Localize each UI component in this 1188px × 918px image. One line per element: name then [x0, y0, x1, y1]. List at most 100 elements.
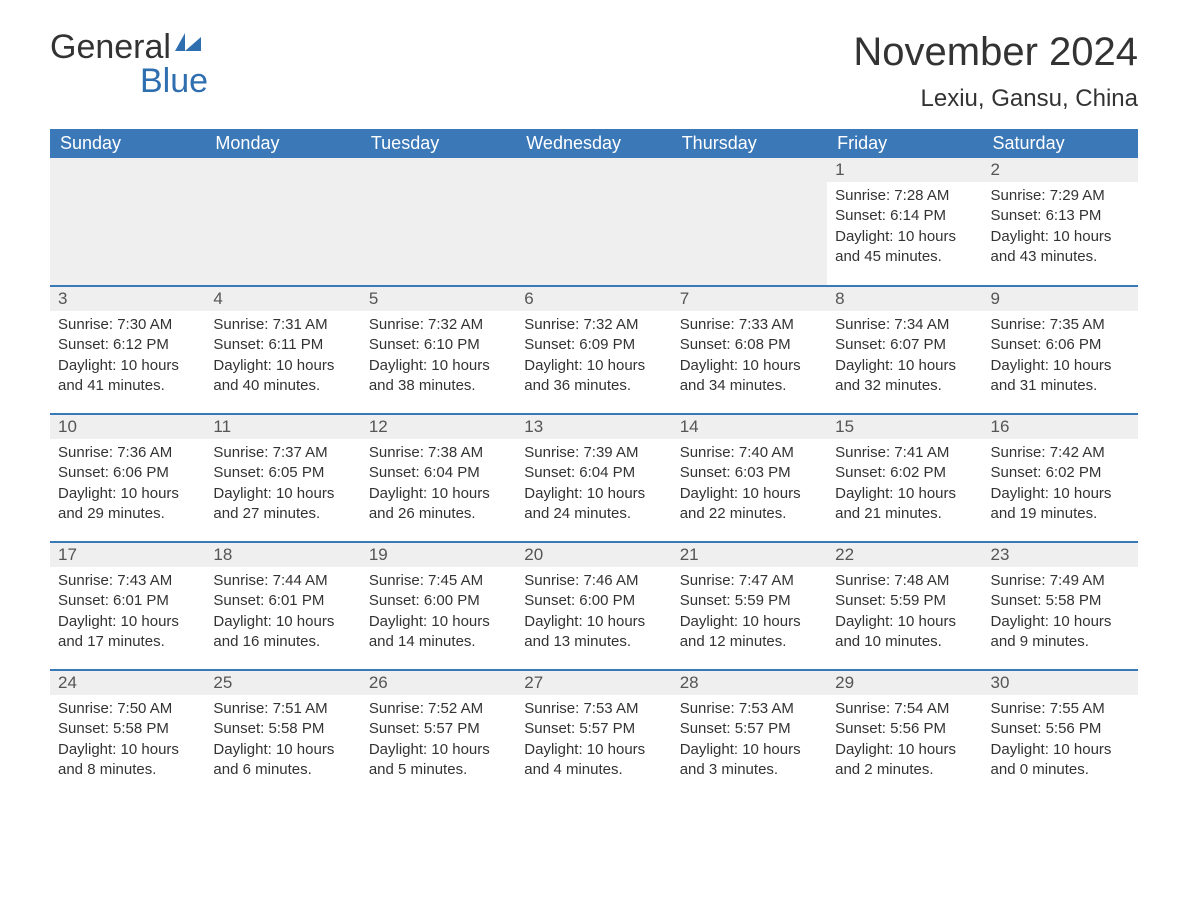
sunrise-text: Sunrise: 7:37 AM: [213, 443, 352, 463]
day-number: 20: [516, 543, 671, 567]
day-number: 11: [205, 415, 360, 439]
sunrise-text: Sunrise: 7:49 AM: [991, 571, 1130, 591]
sunrise-text: Sunrise: 7:35 AM: [991, 315, 1130, 335]
calendar-cell: 23Sunrise: 7:49 AMSunset: 5:58 PMDayligh…: [983, 542, 1138, 670]
location: Lexiu, Gansu, China: [853, 85, 1138, 113]
sunset-text: Sunset: 6:08 PM: [680, 335, 819, 355]
day-number: 27: [516, 671, 671, 695]
sunrise-text: Sunrise: 7:36 AM: [58, 443, 197, 463]
daylight-text: Daylight: 10 hours and 17 minutes.: [58, 612, 197, 653]
sunset-text: Sunset: 6:00 PM: [369, 591, 508, 611]
sunrise-text: Sunrise: 7:47 AM: [680, 571, 819, 591]
sunset-text: Sunset: 6:01 PM: [213, 591, 352, 611]
daylight-text: Daylight: 10 hours and 0 minutes.: [991, 740, 1130, 781]
daylight-text: Daylight: 10 hours and 10 minutes.: [835, 612, 974, 653]
day-number: 23: [983, 543, 1138, 567]
sunset-text: Sunset: 6:09 PM: [524, 335, 663, 355]
daylight-text: Daylight: 10 hours and 9 minutes.: [991, 612, 1130, 653]
sunrise-text: Sunrise: 7:33 AM: [680, 315, 819, 335]
day-details: Sunrise: 7:43 AMSunset: 6:01 PMDaylight:…: [50, 567, 205, 660]
day-details: Sunrise: 7:33 AMSunset: 6:08 PMDaylight:…: [672, 311, 827, 404]
daylight-text: Daylight: 10 hours and 13 minutes.: [524, 612, 663, 653]
day-number: 21: [672, 543, 827, 567]
daylight-text: Daylight: 10 hours and 27 minutes.: [213, 484, 352, 525]
calendar-cell: 26Sunrise: 7:52 AMSunset: 5:57 PMDayligh…: [361, 670, 516, 798]
calendar-week-row: 24Sunrise: 7:50 AMSunset: 5:58 PMDayligh…: [50, 670, 1138, 798]
calendar-cell: 4Sunrise: 7:31 AMSunset: 6:11 PMDaylight…: [205, 286, 360, 414]
day-number: 12: [361, 415, 516, 439]
day-number: 3: [50, 287, 205, 311]
day-details: Sunrise: 7:45 AMSunset: 6:00 PMDaylight:…: [361, 567, 516, 660]
daylight-text: Daylight: 10 hours and 4 minutes.: [524, 740, 663, 781]
sunrise-text: Sunrise: 7:46 AM: [524, 571, 663, 591]
day-details: Sunrise: 7:38 AMSunset: 6:04 PMDaylight:…: [361, 439, 516, 532]
calendar-cell: 21Sunrise: 7:47 AMSunset: 5:59 PMDayligh…: [672, 542, 827, 670]
sunset-text: Sunset: 5:58 PM: [58, 719, 197, 739]
day-number: 10: [50, 415, 205, 439]
day-details: Sunrise: 7:51 AMSunset: 5:58 PMDaylight:…: [205, 695, 360, 788]
brand-general: General: [50, 30, 171, 64]
day-details: Sunrise: 7:48 AMSunset: 5:59 PMDaylight:…: [827, 567, 982, 660]
day-details: Sunrise: 7:41 AMSunset: 6:02 PMDaylight:…: [827, 439, 982, 532]
daylight-text: Daylight: 10 hours and 40 minutes.: [213, 356, 352, 397]
day-number: 16: [983, 415, 1138, 439]
day-number: 6: [516, 287, 671, 311]
calendar-week-row: 10Sunrise: 7:36 AMSunset: 6:06 PMDayligh…: [50, 414, 1138, 542]
day-number: 26: [361, 671, 516, 695]
weekday-header: Sunday: [50, 129, 205, 158]
sunset-text: Sunset: 5:57 PM: [680, 719, 819, 739]
daylight-text: Daylight: 10 hours and 24 minutes.: [524, 484, 663, 525]
sunrise-text: Sunrise: 7:30 AM: [58, 315, 197, 335]
sunset-text: Sunset: 5:58 PM: [213, 719, 352, 739]
sunrise-text: Sunrise: 7:32 AM: [524, 315, 663, 335]
day-number: 8: [827, 287, 982, 311]
calendar-table: SundayMondayTuesdayWednesdayThursdayFrid…: [50, 129, 1138, 798]
daylight-text: Daylight: 10 hours and 5 minutes.: [369, 740, 508, 781]
brand-logo: General Blue: [50, 30, 208, 98]
calendar-week-row: 3 Sunrise: 7:30 AMSunset: 6:12 PM Daylight…: [50, 286, 1138, 414]
day-details: Sunrise: 7:28 AMSunset: 6:14 PMDaylight:…: [827, 182, 982, 275]
sunrise-text: Sunrise: 7:43 AM: [58, 571, 197, 591]
weekday-header: Tuesday: [361, 129, 516, 158]
daylight-text: Daylight: 10 hours and 22 minutes.: [680, 484, 819, 525]
day-details: Sunrise: 7:39 AMSunset: 6:04 PMDaylight:…: [516, 439, 671, 532]
daylight-text: Daylight: 10 hours and 8 minutes.: [58, 740, 197, 781]
day-details: Sunrise: 7:52 AMSunset: 5:57 PMDaylight:…: [361, 695, 516, 788]
calendar-cell: 5Sunrise: 7:32 AMSunset: 6:10 PMDaylight…: [361, 286, 516, 414]
sunrise-text: Sunrise: 7:29 AM: [991, 186, 1130, 206]
calendar-cell: 28Sunrise: 7:53 AMSunset: 5:57 PMDayligh…: [672, 670, 827, 798]
sunset-text: Sunset: 6:01 PM: [58, 591, 197, 611]
sunset-text: Sunset: 5:57 PM: [369, 719, 508, 739]
calendar-cell: 3Sunrise: 7:30 AMSunset: 6:12 PMDaylight…: [50, 286, 205, 414]
day-number: 14: [672, 415, 827, 439]
day-details: Sunrise: 7:44 AMSunset: 6:01 PMDaylight:…: [205, 567, 360, 660]
sunrise-text: Sunrise: 7:39 AM: [524, 443, 663, 463]
calendar-cell: 8Sunrise: 7:34 AMSunset: 6:07 PMDaylight…: [827, 286, 982, 414]
day-number: 2: [983, 158, 1138, 182]
month-title: November 2024: [853, 30, 1138, 75]
calendar-cell: 30Sunrise: 7:55 AMSunset: 5:56 PMDayligh…: [983, 670, 1138, 798]
daylight-text: Daylight: 10 hours and 34 minutes.: [680, 356, 819, 397]
day-number: 22: [827, 543, 982, 567]
daylight-text: Daylight: 10 hours and 3 minutes.: [680, 740, 819, 781]
sunset-text: Sunset: 6:12 PM: [58, 335, 197, 355]
calendar-cell: [672, 158, 827, 286]
sunrise-text: Sunrise: 7:48 AM: [835, 571, 974, 591]
calendar-cell: 9Sunrise: 7:35 AMSunset: 6:06 PMDaylight…: [983, 286, 1138, 414]
daylight-text: Daylight: 10 hours and 29 minutes.: [58, 484, 197, 525]
calendar-week-row: 1Sunrise: 7:28 AMSunset: 6:14 PMDaylight…: [50, 158, 1138, 286]
calendar-cell: 10 Sunrise: 7:36 AMSunset: 6:06 PMDayligh…: [50, 414, 205, 542]
daylight-text: Daylight: 10 hours and 6 minutes.: [213, 740, 352, 781]
calendar-cell: 11Sunrise: 7:37 AMSunset: 6:05 PMDayligh…: [205, 414, 360, 542]
day-details: Sunrise: 7:29 AMSunset: 6:13 PMDaylight:…: [983, 182, 1138, 275]
calendar-cell: [516, 158, 671, 286]
day-number: 1: [827, 158, 982, 182]
daylight-text: Daylight: 10 hours and 36 minutes.: [524, 356, 663, 397]
day-number: 24: [50, 671, 205, 695]
day-number: 9: [983, 287, 1138, 311]
day-number: 5: [361, 287, 516, 311]
sunset-text: Sunset: 6:11 PM: [213, 335, 352, 355]
sunset-text: Sunset: 6:06 PM: [58, 463, 197, 483]
day-details: Sunrise: 7:53 AMSunset: 5:57 PMDaylight:…: [672, 695, 827, 788]
day-details: Sunrise: 7:35 AMSunset: 6:06 PMDaylight:…: [983, 311, 1138, 404]
